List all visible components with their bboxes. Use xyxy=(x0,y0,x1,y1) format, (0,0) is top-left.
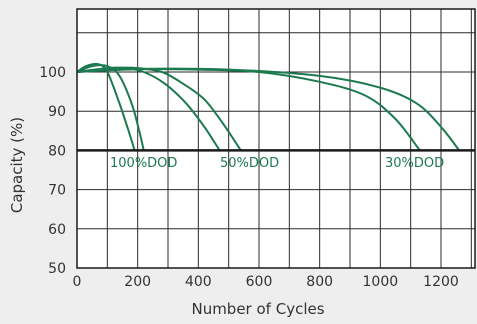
x-axis-title: Number of Cycles xyxy=(191,300,324,318)
y-tick-label: 70 xyxy=(48,183,66,199)
grid xyxy=(76,9,475,268)
series-line-4 xyxy=(76,66,242,151)
y-tick-label: 100 xyxy=(39,65,66,81)
x-tick-label: 200 xyxy=(124,274,151,290)
series-line-6 xyxy=(76,67,460,152)
y-tick-label: 120 xyxy=(39,0,66,3)
dod-annotations: 100%DOD 50%DOD 30%DOD xyxy=(110,156,444,171)
plot-frame xyxy=(76,8,476,269)
x-tick-label: 400 xyxy=(185,274,212,290)
tick-labels: 0 200 400 600 800 1000 1200 50 60 70 80 90 100 120 xyxy=(39,0,459,290)
series-group xyxy=(76,62,460,152)
x-tick-label: 800 xyxy=(306,274,333,290)
series-line-1 xyxy=(76,62,136,151)
y-tick-label: 80 xyxy=(48,143,66,159)
dod-label: 50%DOD xyxy=(220,156,279,171)
y-axis-title: Capacity (%) xyxy=(8,117,26,213)
plot-background xyxy=(77,9,475,268)
y-tick-label: 50 xyxy=(48,261,66,277)
dod-label: 100%DOD xyxy=(110,156,177,171)
y-tick-label: 60 xyxy=(48,222,66,238)
dod-label: 30%DOD xyxy=(385,156,444,171)
x-tick-label: 1200 xyxy=(423,274,459,290)
x-tick-label: 0 xyxy=(73,274,82,290)
y-tick-label: 90 xyxy=(48,104,66,120)
plot-border xyxy=(76,8,476,269)
series-line-2 xyxy=(76,64,145,151)
x-tick-label: 1000 xyxy=(363,274,399,290)
x-tick-label: 600 xyxy=(246,274,273,290)
